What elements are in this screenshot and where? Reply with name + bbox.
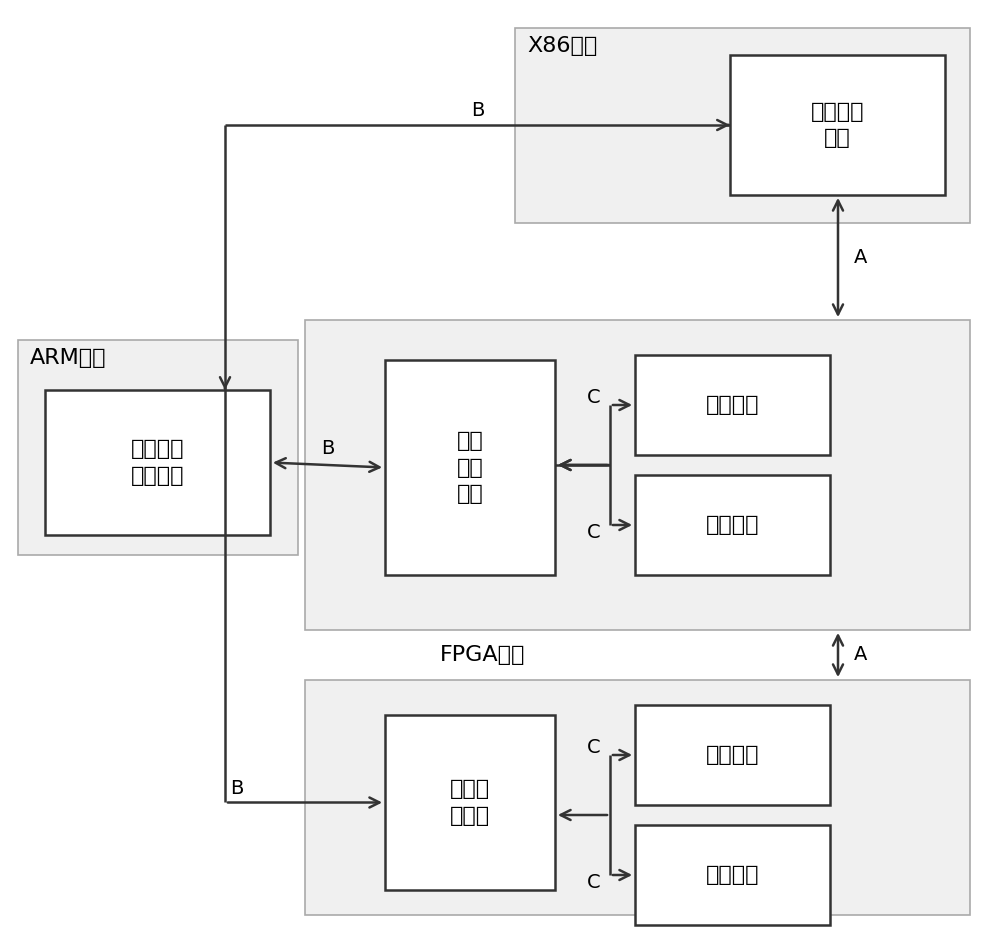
Bar: [635, 825, 830, 925]
Text: 故障信息
收集模块: 故障信息 收集模块: [131, 439, 184, 486]
Text: A: A: [854, 248, 867, 267]
Bar: [635, 475, 830, 575]
Text: 逻辑区域: 逻辑区域: [706, 515, 759, 535]
Bar: [305, 320, 970, 630]
Text: 逻辑区域: 逻辑区域: [706, 865, 759, 885]
Bar: [45, 390, 270, 535]
Text: C: C: [586, 388, 600, 407]
Bar: [385, 715, 555, 890]
Text: 故障
监控
模块: 故障 监控 模块: [457, 431, 483, 504]
Bar: [635, 705, 830, 805]
Bar: [635, 355, 830, 455]
Text: 逻辑区域: 逻辑区域: [706, 395, 759, 415]
Text: X86系统: X86系统: [527, 36, 597, 56]
Text: B: B: [321, 439, 334, 458]
Text: C: C: [586, 873, 600, 892]
Text: C: C: [586, 738, 600, 757]
Text: 业务维护
模块: 业务维护 模块: [811, 102, 864, 148]
Text: A: A: [854, 645, 867, 664]
Text: B: B: [471, 102, 484, 121]
Bar: [18, 340, 298, 555]
Bar: [515, 28, 970, 223]
Bar: [305, 680, 970, 915]
Text: ARM系统: ARM系统: [30, 348, 106, 368]
Text: C: C: [586, 523, 600, 542]
Bar: [730, 55, 945, 195]
Text: FPGA系统: FPGA系统: [440, 645, 525, 665]
Bar: [385, 360, 555, 575]
Text: 逻辑区域: 逻辑区域: [706, 745, 759, 765]
Text: B: B: [230, 779, 244, 798]
Text: 故障监
控模块: 故障监 控模块: [450, 779, 490, 826]
